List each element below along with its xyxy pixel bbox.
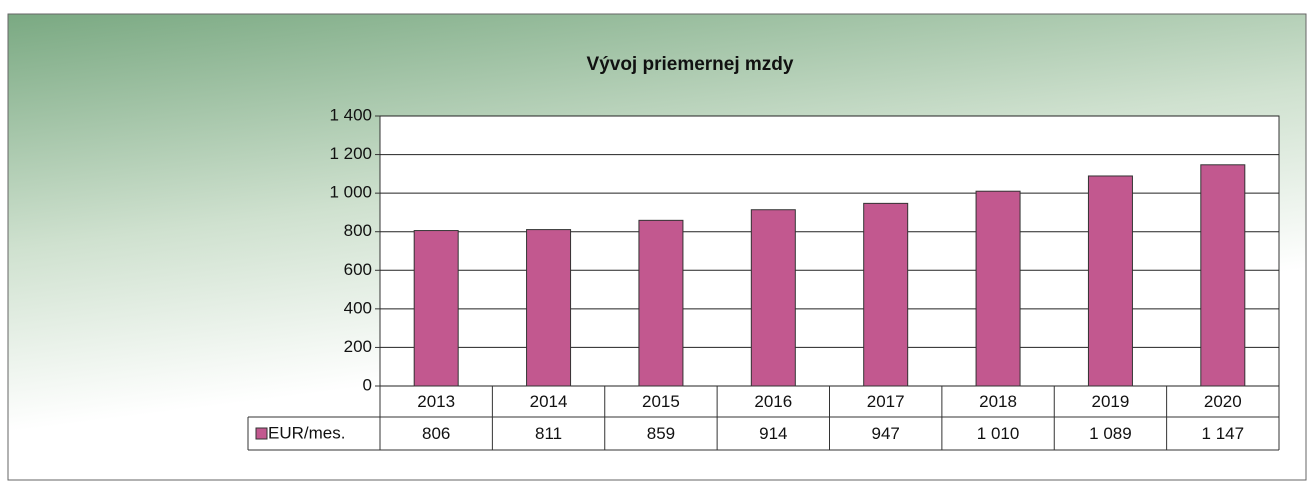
table-value: 1 089: [1089, 424, 1132, 443]
y-tick-label: 600: [344, 260, 372, 279]
bar: [638, 219, 684, 387]
x-tick-label: 2018: [979, 392, 1017, 411]
table-value: 806: [422, 424, 450, 443]
x-tick-label: 2019: [1092, 392, 1130, 411]
x-tick-label: 2020: [1204, 392, 1242, 411]
table-value: 1 147: [1202, 424, 1245, 443]
y-tick-label: 800: [344, 221, 372, 240]
x-tick-label: 2014: [530, 392, 568, 411]
y-tick-label: 1 000: [329, 183, 372, 202]
x-tick-label: 2017: [867, 392, 905, 411]
table-value: 859: [647, 424, 675, 443]
bar: [413, 230, 459, 387]
bar: [526, 229, 572, 387]
table-value: 1 010: [977, 424, 1020, 443]
chart-title: Vývoj priemernej mzdy: [587, 54, 794, 75]
plot-area: [379, 115, 1280, 387]
table-value: 914: [759, 424, 787, 443]
y-tick-label: 1 400: [329, 105, 372, 124]
x-tick-label: 2015: [642, 392, 680, 411]
table-value: 811: [535, 424, 562, 443]
bar: [975, 190, 1021, 387]
x-tick-label: 2013: [417, 392, 455, 411]
legend-swatch: [255, 427, 268, 440]
x-tick-label: 2016: [754, 392, 792, 411]
bar: [1087, 175, 1133, 387]
y-tick-label: 400: [344, 298, 372, 317]
y-tick-label: 1 200: [329, 144, 372, 163]
legend-label: EUR/mes.: [268, 423, 345, 442]
bar: [863, 202, 909, 387]
y-tick-label: 200: [344, 337, 372, 356]
bar: [750, 209, 796, 387]
y-tick-label: 0: [363, 375, 372, 394]
table-value: 947: [872, 424, 900, 443]
bar: [1200, 164, 1246, 387]
